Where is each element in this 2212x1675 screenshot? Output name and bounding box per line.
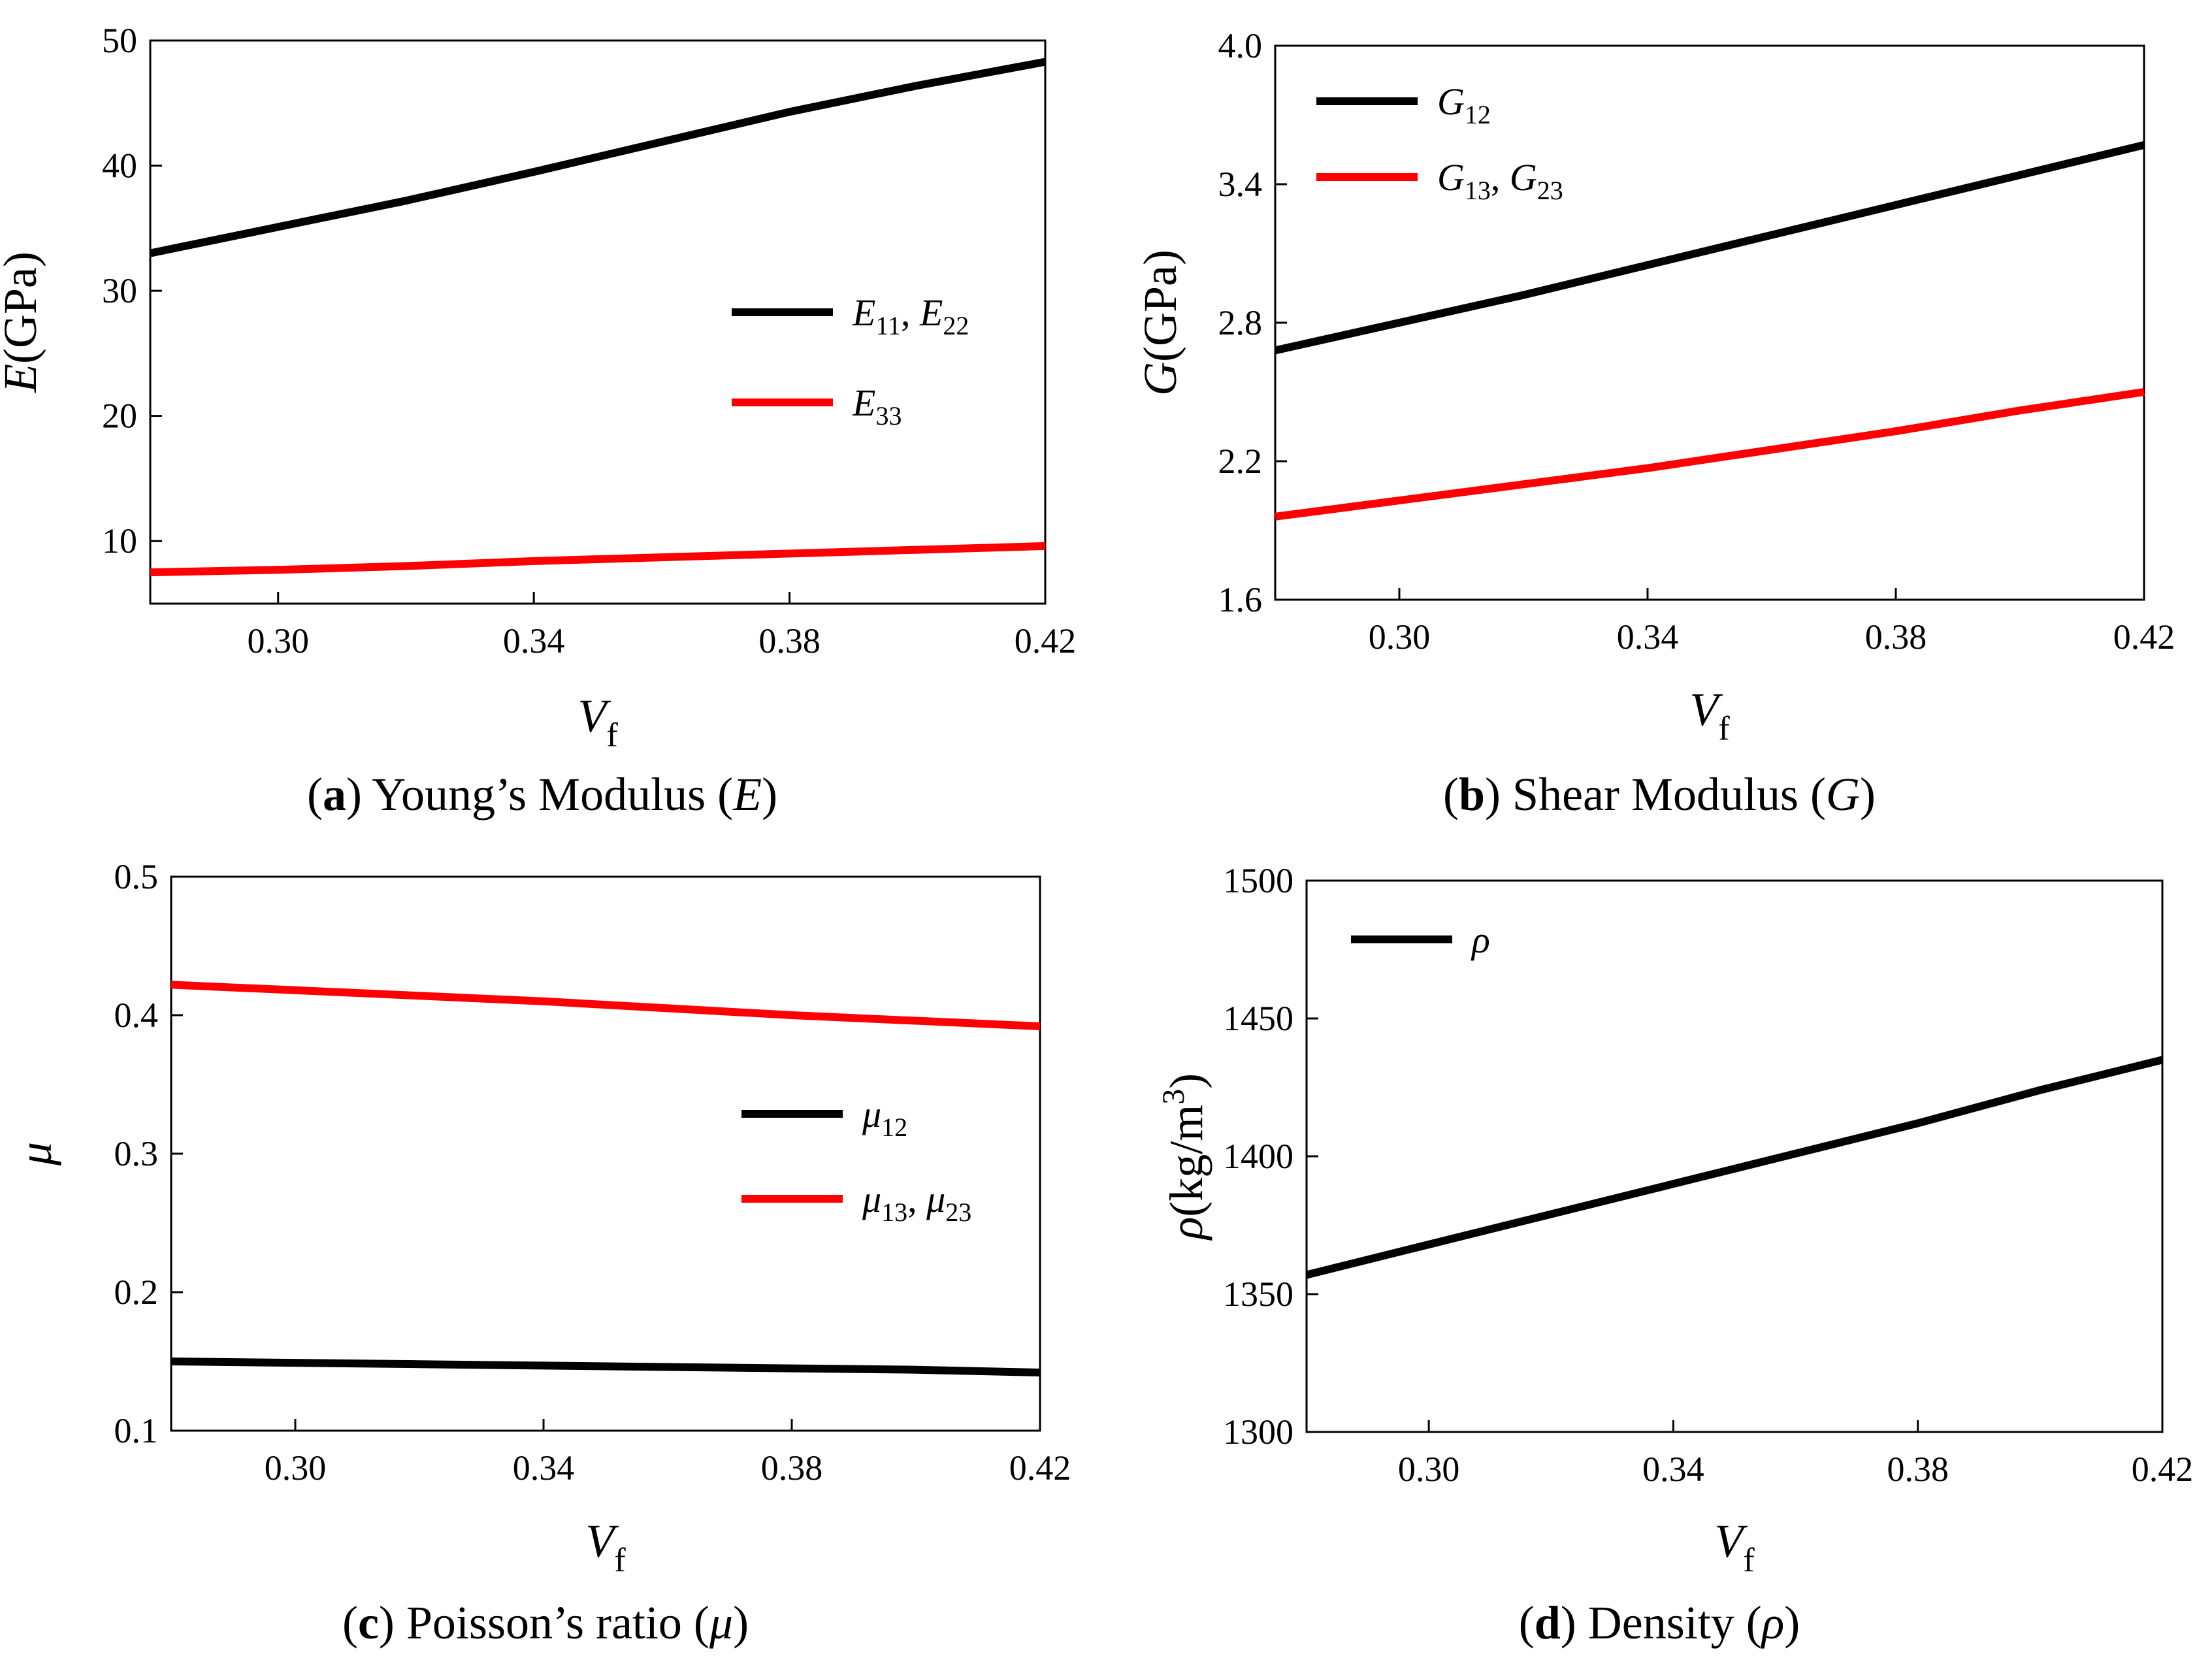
plot-frame [149,39,1047,605]
y-tick-label: 1500 [1223,861,1293,900]
x-tick-label: 0.34 [503,621,565,660]
panel-a: 0.30 0.34 0.38 0.42 10 20 30 40 50 E11, E22 E33 Vf E… [0,21,1076,821]
x-tick-label: 0.34 [513,1448,575,1488]
y-tick-label: 2.2 [1218,442,1263,481]
series-line-b-0 [1274,141,2145,355]
x-tick-label: 0.34 [1642,1450,1704,1489]
legend-label: E33 [852,382,902,431]
y-tick-label: 1400 [1223,1137,1293,1176]
y-axis-title: μ [9,1142,61,1166]
panel-c: 0.30 0.34 0.38 0.42 0.1 0.2 0.3 0.4 0.5 μ12 μ13, μ… [9,857,1071,1649]
x-tick-label: 0.42 [1009,1448,1071,1488]
series-line-c-1 [171,981,1041,1030]
series-line-a-0 [149,57,1047,257]
y-tick-label: 20 [102,397,137,436]
x-tick-label: 0.42 [2113,617,2175,657]
y-tick-label: 1450 [1223,999,1293,1038]
x-tick-label: 0.34 [1617,617,1679,657]
series-line-b-1 [1275,388,2145,521]
legend-label: G13, G23 [1437,156,1563,205]
x-tick-label: 0.30 [1398,1450,1460,1489]
y-axis-title: ρ(kg/m3) [1156,1073,1212,1241]
legend-label: μ12 [862,1093,907,1142]
x-tick-label: 0.42 [2132,1450,2194,1489]
legend-label: ρ [1471,919,1490,961]
x-tick-label: 0.38 [761,1448,823,1488]
x-tick-label: 0.30 [247,621,309,660]
x-tick-label: 0.30 [265,1448,327,1488]
y-tick-label: 1300 [1223,1412,1293,1452]
y-tick-label: 0.3 [114,1134,159,1173]
x-axis-title: Vf [585,1515,626,1579]
y-tick-label: 30 [102,271,137,310]
legend-label: E11, E22 [852,291,969,340]
panel-b: 0.30 0.34 0.38 0.42 1.6 2.2 2.8 3.4 4.0 G12 G13, G… [1134,26,2175,821]
panel-caption: (d) Density (ρ) [1519,1597,1800,1649]
panel-caption: (b) Shear Modulus (G) [1443,768,1876,821]
legend-label: G12 [1437,80,1491,129]
y-tick-label: 1.6 [1218,580,1263,619]
x-axis-title: Vf [577,690,618,754]
panel-caption: (a) Young’s Modulus (E) [307,768,777,821]
y-axis-title: G(GPa) [1134,250,1186,396]
x-tick-label: 0.30 [1369,617,1431,657]
y-axis-title: E(GPa) [0,252,46,393]
x-tick-label: 0.38 [758,621,821,660]
x-axis-title: Vf [1689,683,1730,747]
panel-d: 0.30 0.34 0.38 0.42 1300 1350 1400 1450 1500 ρ Vf ρ… [1156,861,2193,1649]
x-tick-label: 0.42 [1015,621,1077,660]
y-tick-label: 0.5 [114,857,159,896]
y-tick-label: 4.0 [1218,26,1263,65]
series-line-c-0 [171,1358,1041,1376]
panel-caption: (c) Poisson’s ratio (μ) [342,1597,749,1649]
y-tick-label: 1350 [1223,1275,1293,1314]
y-tick-label: 50 [102,21,137,60]
y-tick-label: 0.4 [114,996,159,1035]
x-axis-title: Vf [1714,1515,1755,1579]
y-tick-label: 2.8 [1218,303,1263,342]
y-tick-label: 40 [102,146,137,186]
y-tick-label: 0.2 [114,1273,159,1312]
y-tick-label: 3.4 [1218,165,1263,204]
series-line-d-0 [1305,1056,2164,1279]
x-tick-label: 0.38 [1887,1450,1949,1489]
x-tick-label: 0.38 [1865,617,1927,657]
y-tick-label: 0.1 [114,1411,159,1450]
legend-label: μ13, μ23 [862,1178,971,1227]
y-tick-label: 10 [102,521,137,561]
series-line-a-1 [150,542,1046,577]
